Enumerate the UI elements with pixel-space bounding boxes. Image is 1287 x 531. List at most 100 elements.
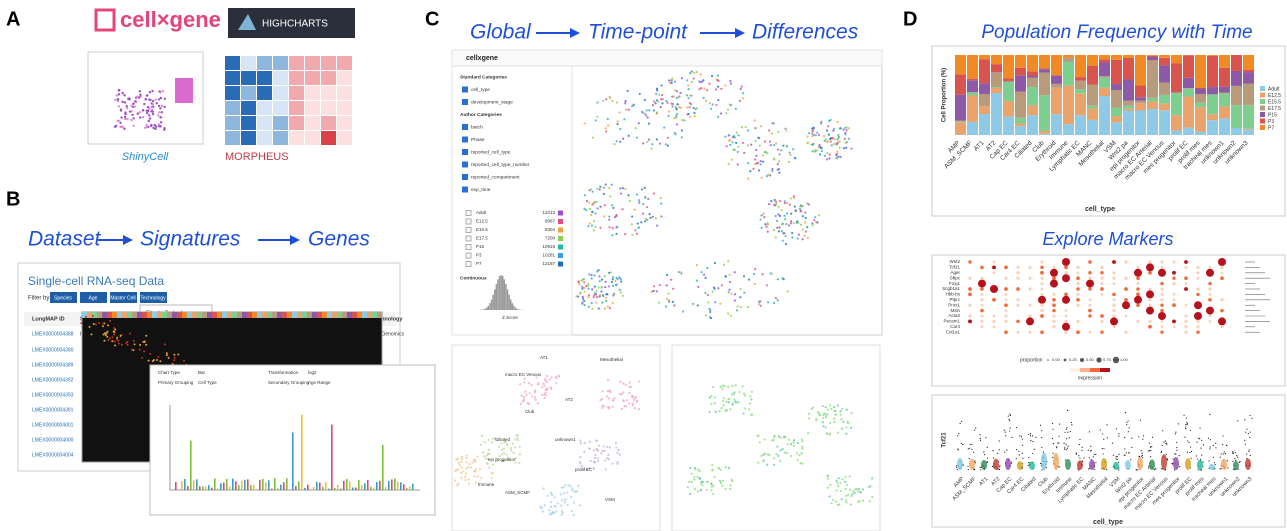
decor-point: [667, 102, 669, 104]
decor-point: [593, 229, 595, 231]
decor-point: [747, 162, 749, 164]
decor-segment: [1039, 134, 1050, 135]
decor-point: [541, 386, 543, 388]
decor-bar: [382, 445, 384, 490]
decor-dot: [1017, 331, 1020, 334]
checkbox[interactable]: [462, 137, 468, 143]
checkbox[interactable]: [462, 187, 468, 193]
checkbox[interactable]: [462, 174, 468, 180]
decor-point: [588, 447, 590, 449]
decor-point: [693, 77, 695, 79]
decor-point: [691, 70, 693, 72]
gene-label: Ptprc: [949, 297, 960, 302]
heatmap-cell: [289, 86, 304, 100]
decor-point: [149, 91, 151, 93]
colour-strip: [282, 312, 287, 318]
decor-point: [518, 462, 520, 464]
checkbox[interactable]: [466, 245, 471, 250]
decor-point: [524, 391, 526, 393]
decor-point: [618, 111, 620, 113]
decor-point: [531, 384, 533, 386]
decor-point: [767, 301, 769, 303]
checkbox[interactable]: [466, 219, 471, 224]
decor-point: [785, 129, 787, 131]
id-link: LMEX0000004389: [32, 362, 74, 368]
checkbox[interactable]: [462, 87, 468, 93]
decor-point: [619, 289, 621, 291]
decor-point: [1030, 435, 1031, 436]
decor-segment: [1159, 83, 1170, 95]
decor-point: [1041, 437, 1042, 438]
decor-segment: [1003, 78, 1014, 81]
decor-segment: [967, 79, 978, 81]
decor-point: [783, 436, 785, 438]
checkbox[interactable]: [466, 253, 471, 258]
decor-point: [133, 340, 135, 342]
decor-point: [1232, 461, 1233, 462]
decor-point: [139, 111, 141, 113]
decor-point: [130, 104, 132, 106]
decor-point: [1004, 430, 1005, 431]
decor-point: [731, 480, 733, 482]
decor-point: [607, 124, 609, 126]
decor-point: [1126, 424, 1127, 425]
decor-dot: [1161, 320, 1164, 323]
decor-dot: [1064, 331, 1067, 334]
checkbox[interactable]: [466, 228, 471, 233]
decor-point: [487, 453, 489, 455]
decor-violin: [1161, 454, 1167, 470]
checkbox[interactable]: [462, 124, 468, 130]
decor-point: [779, 200, 781, 202]
checkbox[interactable]: [462, 99, 468, 105]
decor-point: [1052, 453, 1053, 454]
decor-point: [460, 477, 462, 479]
decor-point: [1100, 429, 1101, 430]
decor-point: [608, 226, 610, 228]
heatmap-cell: [241, 86, 256, 100]
decor-dot: [1136, 282, 1139, 285]
decor-point: [557, 502, 559, 504]
gene-label: Acta2: [948, 313, 960, 318]
decor-dot: [1050, 269, 1058, 277]
decor-point: [730, 484, 732, 486]
checkbox[interactable]: [462, 162, 468, 168]
decor-point: [771, 170, 773, 172]
decor-segment: [1123, 106, 1134, 109]
decor-dot: [1028, 287, 1031, 290]
decor-point: [593, 468, 595, 470]
decor-point: [549, 513, 551, 515]
decor-point: [748, 408, 750, 410]
decor-point: [118, 93, 120, 95]
decor-point: [734, 293, 736, 295]
checkbox[interactable]: [466, 211, 471, 216]
checkbox[interactable]: [462, 149, 468, 155]
axis-label: cell_type: [1085, 206, 1115, 213]
decor-point: [543, 393, 545, 395]
decor-point: [648, 123, 650, 125]
checkbox[interactable]: [466, 262, 471, 267]
decor-point: [109, 337, 111, 339]
decor-point: [737, 151, 739, 153]
decor-point: [468, 463, 470, 465]
decor-point: [588, 202, 590, 204]
decor-point: [704, 277, 706, 279]
decor-dot: [1172, 298, 1175, 301]
decor-point: [616, 123, 618, 125]
decor-point: [498, 446, 500, 448]
decor-segment: [1171, 115, 1182, 130]
checkbox[interactable]: [466, 236, 471, 241]
decor-violin: [1005, 458, 1011, 470]
decor-point: [581, 288, 583, 290]
decor-point: [1059, 466, 1060, 467]
decor-point: [1005, 431, 1006, 432]
decor-point: [709, 397, 711, 399]
heatmap-cell: [289, 56, 304, 70]
colour-strip: [367, 312, 372, 318]
decor-dot: [1040, 293, 1043, 296]
decor-point: [583, 287, 585, 289]
heatmap-cell: [337, 71, 352, 85]
decor-point: [157, 114, 159, 116]
decor-point: [705, 314, 707, 316]
decor-point: [544, 504, 546, 506]
decor-point: [1235, 460, 1236, 461]
